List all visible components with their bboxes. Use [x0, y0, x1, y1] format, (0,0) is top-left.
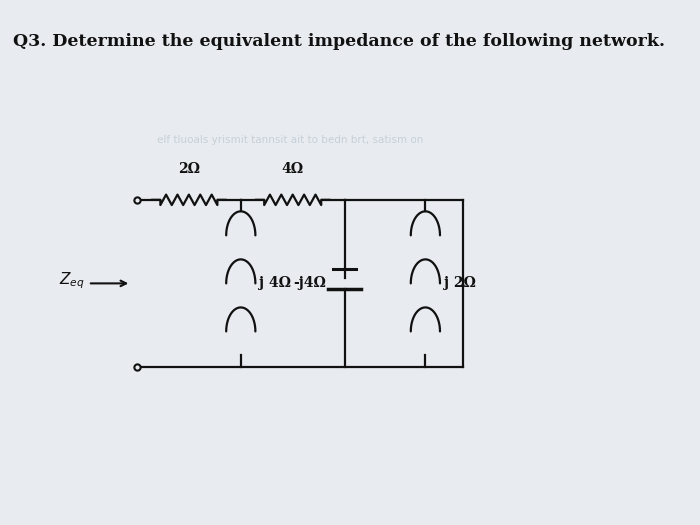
Text: elf tluoals yrismit tannsit ait to bedn brt, satism on: elf tluoals yrismit tannsit ait to bedn … [157, 134, 423, 144]
Text: -j4Ω: -j4Ω [293, 276, 326, 290]
Text: 4Ω: 4Ω [281, 162, 304, 176]
Text: Q3. Determine the equivalent impedance of the following network.: Q3. Determine the equivalent impedance o… [13, 33, 665, 50]
Text: $\mathit{Z}_{eq}$: $\mathit{Z}_{eq}$ [60, 270, 85, 291]
Text: 2Ω: 2Ω [178, 162, 200, 176]
Text: j 4Ω: j 4Ω [259, 276, 291, 290]
Text: j 2Ω: j 2Ω [444, 276, 476, 290]
